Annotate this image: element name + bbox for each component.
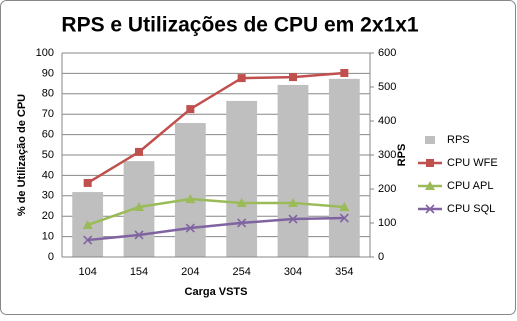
y-tick-label: 20 bbox=[42, 210, 54, 222]
point bbox=[339, 213, 349, 223]
legend-label: RPS bbox=[447, 134, 470, 146]
y2-tick-label: 200 bbox=[378, 183, 396, 195]
legend-marker bbox=[425, 204, 435, 214]
point bbox=[135, 147, 143, 156]
point bbox=[340, 68, 349, 77]
x-tick-label: 104 bbox=[78, 266, 96, 278]
point bbox=[289, 73, 297, 82]
point bbox=[288, 197, 298, 207]
y2-tick-label: 100 bbox=[378, 217, 396, 229]
point bbox=[134, 230, 144, 240]
point bbox=[236, 197, 247, 207]
x-tick-label: 254 bbox=[232, 266, 250, 278]
point bbox=[83, 178, 92, 187]
legend-swatch bbox=[425, 136, 435, 144]
y-tick-label: 10 bbox=[42, 231, 54, 243]
bar bbox=[277, 84, 309, 258]
point bbox=[186, 105, 195, 114]
point bbox=[82, 219, 93, 229]
bar bbox=[328, 78, 360, 257]
point bbox=[237, 218, 247, 228]
point bbox=[288, 214, 298, 224]
y-tick-label: 0 bbox=[48, 251, 54, 263]
y2-tick-label: 400 bbox=[378, 115, 396, 127]
y-axis-title: % de Utilização de CPU bbox=[16, 94, 28, 216]
x-tick-label: 154 bbox=[130, 266, 148, 278]
point bbox=[339, 202, 350, 212]
point bbox=[83, 235, 93, 245]
y2-axis-title: RPS bbox=[396, 144, 408, 167]
y-tick-label: 100 bbox=[36, 47, 54, 59]
chart-title: RPS e Utilizações de CPU em 2x1x1 bbox=[61, 14, 418, 37]
x-tick-label: 354 bbox=[335, 266, 353, 278]
point bbox=[185, 223, 195, 233]
y-tick-label: 90 bbox=[42, 67, 54, 79]
legend-marker bbox=[426, 159, 434, 167]
line bbox=[87, 216, 345, 242]
y-tick-label: 30 bbox=[42, 190, 54, 202]
y2-tick-label: 300 bbox=[378, 149, 396, 161]
bar bbox=[226, 100, 258, 257]
x-tick-label: 204 bbox=[181, 266, 199, 278]
x-axis-title: Carga VSTS bbox=[185, 286, 248, 298]
y2-tick-label: 0 bbox=[378, 251, 384, 263]
x-tick-label: 304 bbox=[284, 266, 302, 278]
y-tick-label: 70 bbox=[42, 108, 54, 120]
line bbox=[87, 197, 345, 227]
legend-label: CPU WFE bbox=[447, 157, 498, 169]
legend-label: CPU APL bbox=[447, 180, 493, 192]
y-tick-label: 60 bbox=[42, 129, 54, 141]
y2-tick-label: 500 bbox=[378, 81, 396, 93]
bar bbox=[174, 123, 206, 257]
y-tick-label: 50 bbox=[42, 149, 54, 161]
point bbox=[185, 194, 196, 204]
point bbox=[237, 74, 246, 83]
legend-marker bbox=[425, 181, 435, 190]
legend-label: CPU SQL bbox=[447, 203, 495, 215]
y-tick-label: 40 bbox=[42, 169, 54, 181]
y-tick-label: 80 bbox=[42, 88, 54, 100]
line bbox=[87, 71, 345, 185]
point bbox=[134, 202, 144, 212]
y2-tick-label: 600 bbox=[378, 47, 396, 59]
